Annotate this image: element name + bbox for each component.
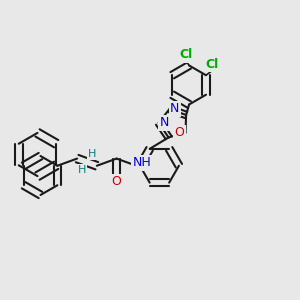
- Text: H: H: [77, 165, 86, 175]
- Text: O: O: [175, 126, 184, 139]
- Text: N: N: [170, 102, 180, 116]
- Text: H: H: [88, 149, 97, 159]
- Text: N: N: [159, 116, 169, 129]
- Text: O: O: [112, 175, 122, 188]
- Text: Cl: Cl: [179, 49, 193, 62]
- Text: Cl: Cl: [206, 58, 219, 71]
- Text: NH: NH: [132, 156, 151, 169]
